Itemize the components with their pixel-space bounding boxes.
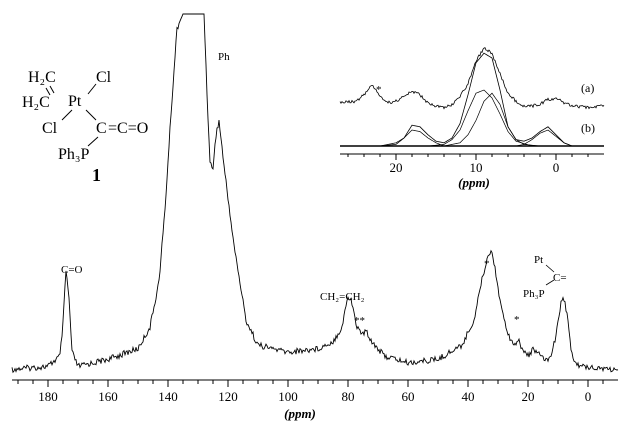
x-axis-tick-label: 120 — [218, 389, 238, 404]
structure-label-ketene: =C=O — [108, 120, 148, 137]
structure-label-h2c-bottom: H₂C — [22, 94, 50, 111]
inset-deconvolution-plot: 20 10 0 (ppm) (a) (b) * — [339, 47, 605, 190]
x-axis-tick-label: 80 — [342, 389, 355, 404]
fragment-bond-p-c — [545, 279, 555, 286]
structure-double-bond-b — [45, 87, 51, 96]
x-axis-tick-label: 40 — [462, 389, 475, 404]
x-axis-tick-label: 100 — [278, 389, 298, 404]
inset-trace-a — [339, 47, 605, 110]
x-axis-tick-label: 60 — [402, 389, 415, 404]
structure-bond-pt-cl-top — [87, 83, 97, 95]
fragment-bond-pt-c — [545, 264, 555, 273]
molecule-structure-1: H₂C H₂C Pt Cl Cl C =C=O Ph₃P 1 — [22, 69, 148, 185]
structure-bond-pt-c — [85, 109, 97, 121]
x-axis-tick-label: 20 — [522, 389, 535, 404]
compound-number: 1 — [92, 165, 101, 185]
main-spectrum-trace — [11, 13, 619, 374]
inset-x-axis-tick-label: 20 — [390, 160, 403, 175]
peak-label-phenyl: Ph — [218, 51, 230, 63]
x-axis-tick-label: 160 — [98, 389, 118, 404]
peak-label-ethylene: CH₂=CH₂ — [320, 291, 365, 303]
x-axis-title: (ppm) — [284, 406, 316, 421]
x-axis-tick-label: 140 — [158, 389, 178, 404]
inset-trace-b-label: (b) — [581, 121, 595, 135]
structure-label-cl-left: Cl — [42, 120, 58, 137]
peak-label-star-b: * — [514, 314, 520, 326]
peak-label-star-a: * — [484, 258, 490, 270]
structure-label-c: C — [96, 120, 107, 137]
inset-trace-b-component-1 — [340, 129, 604, 147]
inset-x-axis-tick-label: 0 — [553, 160, 560, 175]
fragment-label-pt: Pt — [534, 254, 543, 266]
x-axis-tick-label: 0 — [585, 389, 592, 404]
structure-label-cl-top: Cl — [96, 69, 112, 86]
inset-x-axis-tick-label: 10 — [470, 160, 483, 175]
structure-bond-c-p — [87, 136, 99, 147]
inset-trace-b-component-4 — [340, 129, 604, 147]
peak-label-double-star: ** — [354, 315, 365, 327]
inset-star-label: * — [376, 84, 382, 96]
structure-double-bond-a — [49, 85, 55, 94]
peak-label-carbonyl: C=O — [61, 264, 83, 276]
inset-trace-b-fit — [340, 52, 604, 147]
structure-bond-pt-cl-left — [61, 109, 73, 121]
x-axis-ticks — [17, 380, 604, 387]
structure-label-pt: Pt — [68, 93, 82, 110]
structure-label-h2c-top: H₂C — [28, 69, 56, 86]
x-axis-tick-label: 180 — [38, 389, 58, 404]
x-axis-tick-labels: 180 160 140 120 100 80 60 40 20 0 — [38, 389, 591, 404]
structure-label-ph3p: Ph₃P — [58, 146, 89, 163]
inset-trace-a-label: (a) — [581, 81, 594, 95]
inset-x-axis-ticks — [347, 154, 589, 160]
inset-x-axis-tick-labels: 20 10 0 — [390, 160, 560, 175]
peak-annotations: C=O Ph CH₂=CH₂ ** * * Pt C= Ph₃P — [61, 51, 567, 327]
inset-trace-b-component-3 — [340, 92, 604, 147]
fragment-label-ph3p: Ph₃P — [523, 288, 545, 300]
inset-trace-b-component-2 — [340, 89, 604, 147]
inset-x-axis-title: (ppm) — [458, 175, 490, 190]
fragment-label-c-eq: C= — [553, 272, 567, 284]
main-spectrum-plot: 180 160 140 120 100 80 60 40 20 0 (ppm) — [11, 13, 619, 421]
